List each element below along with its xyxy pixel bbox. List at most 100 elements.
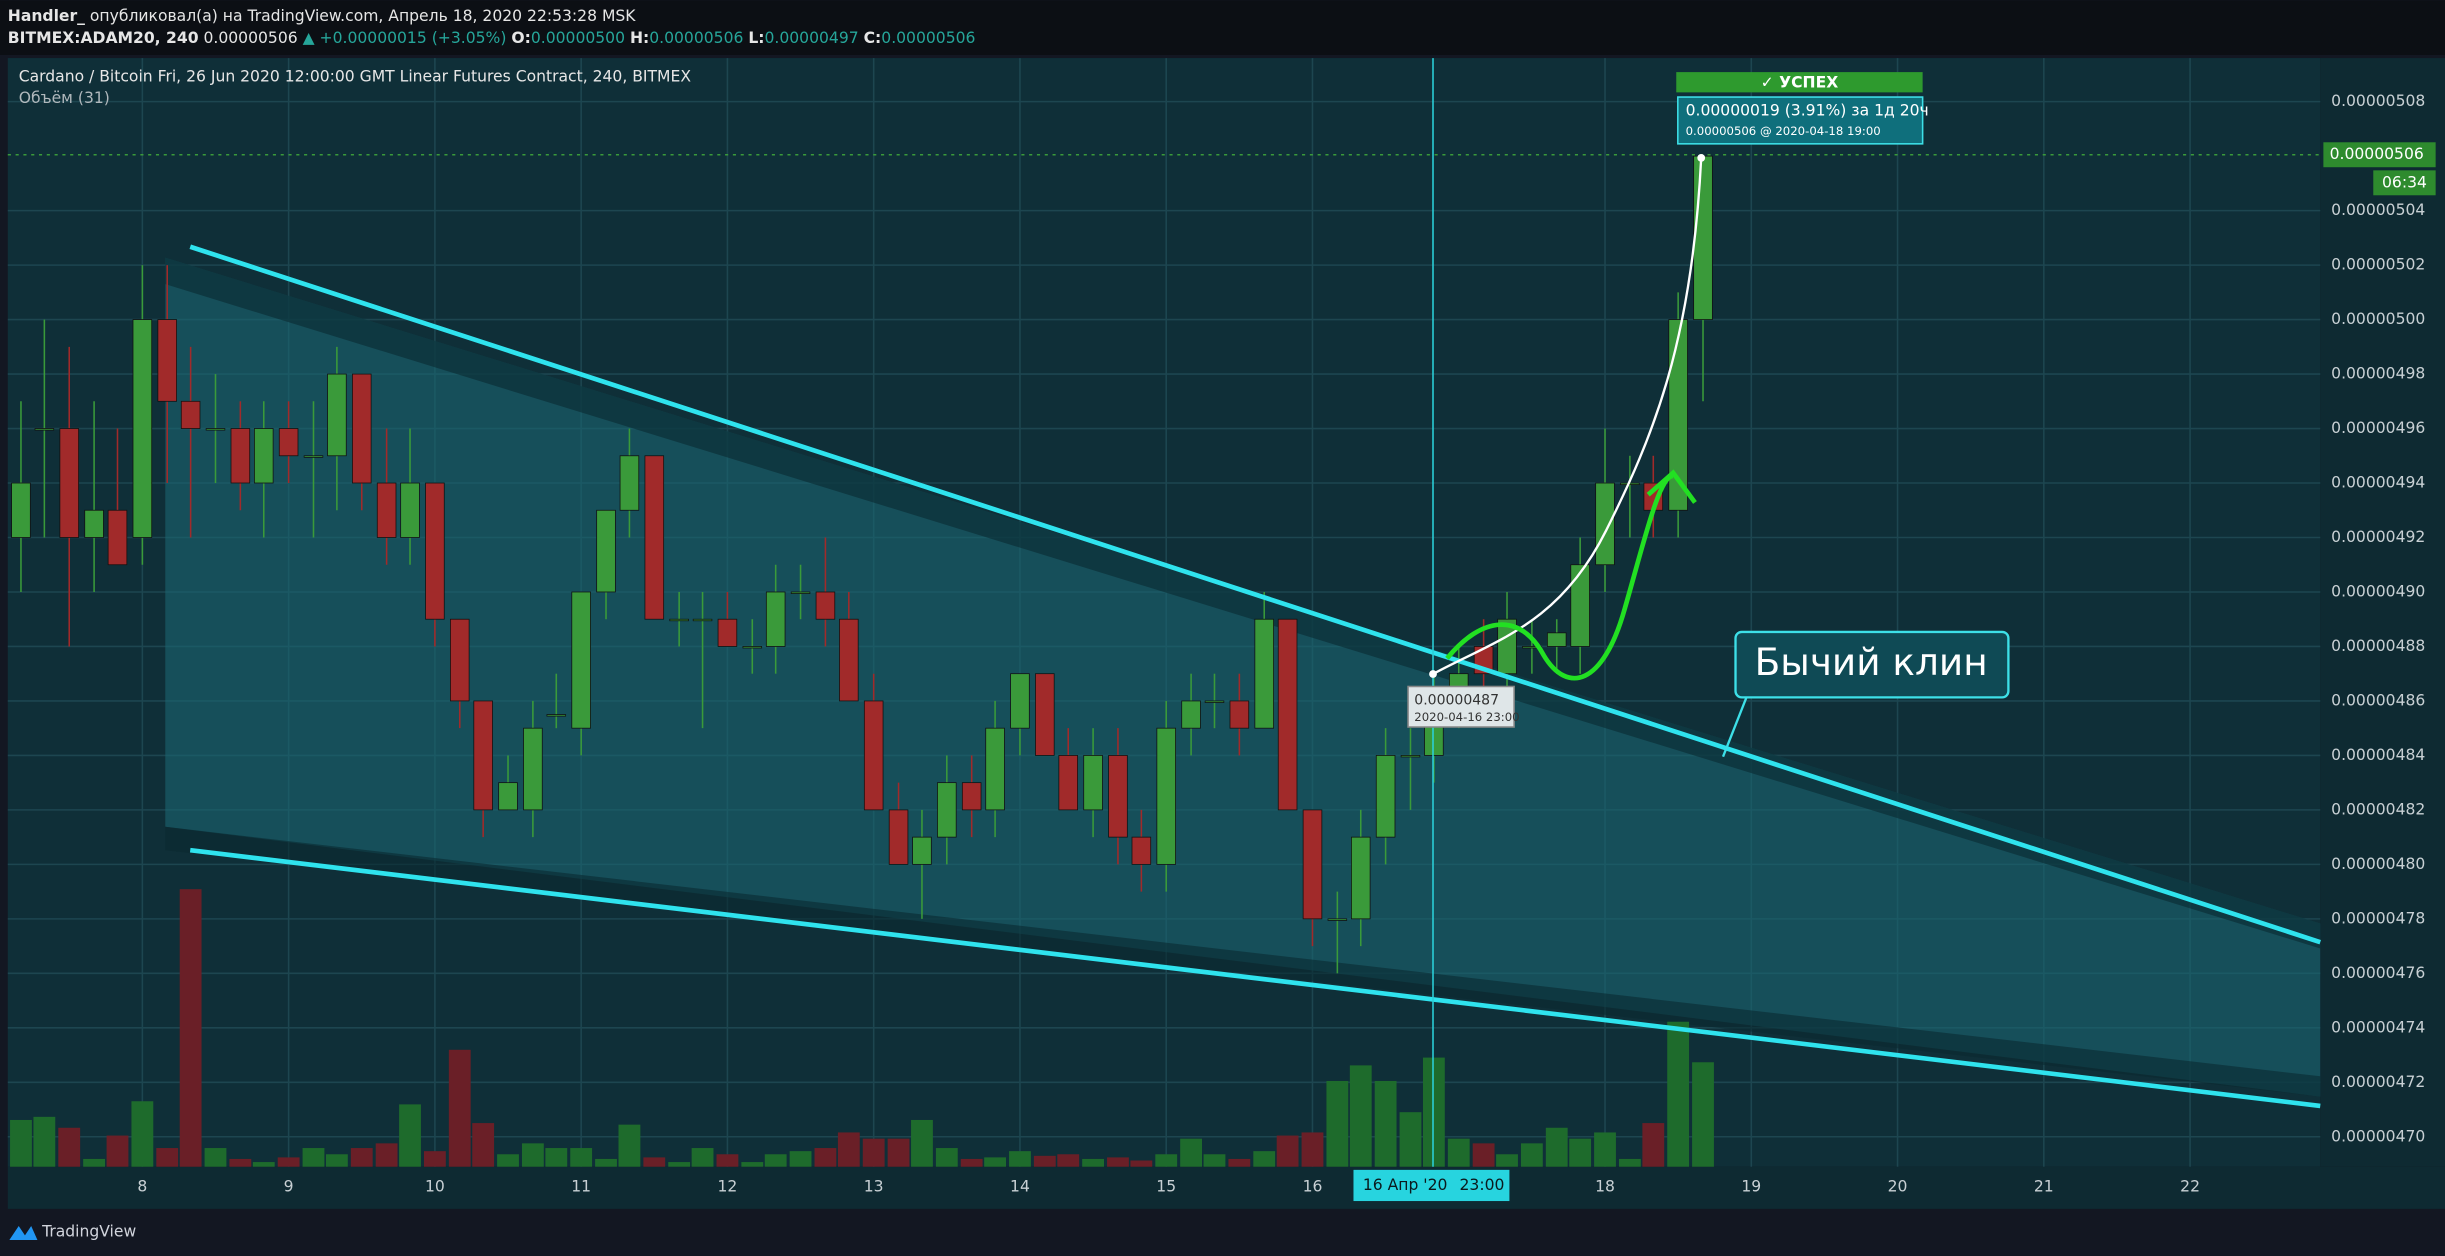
volume-bar [1374,1080,1397,1167]
candle-body [1595,482,1615,566]
y-tick-label: 0.00000482 [2331,800,2425,818]
volume-bar [1033,1155,1056,1167]
header-line: Handler_ опубликовал(а) на TradingView.c… [8,6,636,24]
candle-body [985,727,1005,811]
x-tick-label: 9 [284,1178,294,1196]
brand: TradingView [41,1223,136,1241]
volume-bar [984,1157,1007,1167]
candle-body [84,509,104,538]
c: 0.00000506 [881,28,975,46]
volume-bar [741,1162,764,1167]
y-tick-label: 0.00000480 [2331,855,2425,873]
trend-line [189,847,2321,1109]
candle-body [669,618,689,622]
volume-bar [325,1154,348,1167]
y-tick-label: 0.00000488 [2331,637,2425,655]
success-badge [1676,72,1923,93]
header-bar [0,0,2445,55]
callout-pointer [1721,696,1748,758]
x-tick-label: 19 [1741,1178,1761,1196]
y-tick-label: 0.00000476 [2331,964,2425,982]
candle-body [839,618,859,702]
published: опубликовал(а) на TradingView.com, Апрел… [90,6,636,24]
volume-bar [423,1151,446,1167]
candle-body [790,591,811,594]
candle-body [278,428,299,457]
cross-date: 16 Апр '20 [1363,1176,1448,1194]
candle-body [157,319,177,402]
candle-body [546,714,567,717]
candle-body [912,836,932,865]
price-axis [2320,58,2445,1167]
candle-body [303,455,324,458]
volume-bar [1594,1132,1616,1167]
y-tick-label: 0.00000490 [2331,582,2425,600]
candle-body [1351,836,1371,920]
volume-bar [716,1154,739,1167]
candle-body [863,700,884,811]
y-tick-label: 0.00000502 [2331,256,2425,274]
y-tick-label: 0.00000500 [2331,310,2425,328]
volume-bar [399,1104,421,1167]
volume-bar [887,1138,910,1167]
price-tag-text: 0.00000506 [2330,145,2424,163]
x-tick-label: 12 [718,1178,738,1196]
candle-body [1156,727,1176,865]
volume-bar [1228,1158,1251,1167]
volume-bar [1447,1138,1470,1167]
author: Handler_ [8,6,85,24]
x-tick-label: 20 [1888,1178,1908,1196]
y-tick-label: 0.00000478 [2331,909,2425,927]
y-tick-label: 0.00000508 [2331,92,2425,110]
candle-body [1131,836,1152,865]
start-box [1407,685,1515,728]
symbol-line: BITMEX:ADAM20, 240 0.00000506 ▲ +0.00000… [8,28,976,46]
volume-bar [1496,1154,1518,1167]
crosshair-label [1353,1169,1510,1202]
volume-bar [277,1157,300,1167]
x-tick-label: 21 [2034,1178,2054,1196]
candle-body [815,591,836,620]
y-tick-label: 0.00000492 [2331,528,2425,546]
volume-bar [1107,1157,1129,1167]
c-label: C: [864,28,882,46]
volume-bar [1545,1127,1568,1167]
candle-body [1570,564,1590,647]
candle-body [888,809,909,865]
volume-bar [911,1119,933,1167]
volume-bar [1349,1065,1372,1167]
volume-bar [1155,1154,1178,1167]
candle-body [352,373,372,484]
volume-bar [1692,1062,1714,1167]
volume-bar [33,1116,56,1167]
volume-bar [1082,1158,1105,1167]
volume-bar [1130,1160,1153,1167]
volume-bar [302,1148,325,1167]
volume-bar [497,1154,519,1167]
y-tick-label: 0.00000470 [2331,1127,2425,1145]
success-text: ✓ УСПЕХ [1761,74,1839,92]
volume-bar [83,1158,106,1167]
candle-body [619,455,640,511]
candle-body [1204,700,1225,703]
candle-body [1181,700,1201,729]
candle-body [498,782,518,811]
candle-body [937,782,957,838]
candle-body [1375,755,1396,838]
volume-bar [595,1158,617,1167]
volume-bar [1422,1057,1445,1167]
candle-body [596,509,616,593]
y-tick-label: 0.00000472 [2331,1073,2425,1091]
h: 0.00000506 [649,28,743,46]
measure-text: 0.00000019 (3.91%) за 1д 20ч [1686,102,1929,120]
y-tick-label: 0.00000474 [2331,1018,2425,1036]
volume-bar [1326,1080,1349,1167]
wedge-edge [165,257,2321,949]
volume-bar [521,1143,544,1167]
volume-bar [668,1162,691,1167]
arrow-head [1646,469,1697,504]
y-tick-label: 0.00000498 [2331,365,2425,383]
candle-body [254,428,274,484]
volume-bar [960,1158,983,1167]
change: ▲ +0.00000015 (+3.05%) [303,28,507,46]
